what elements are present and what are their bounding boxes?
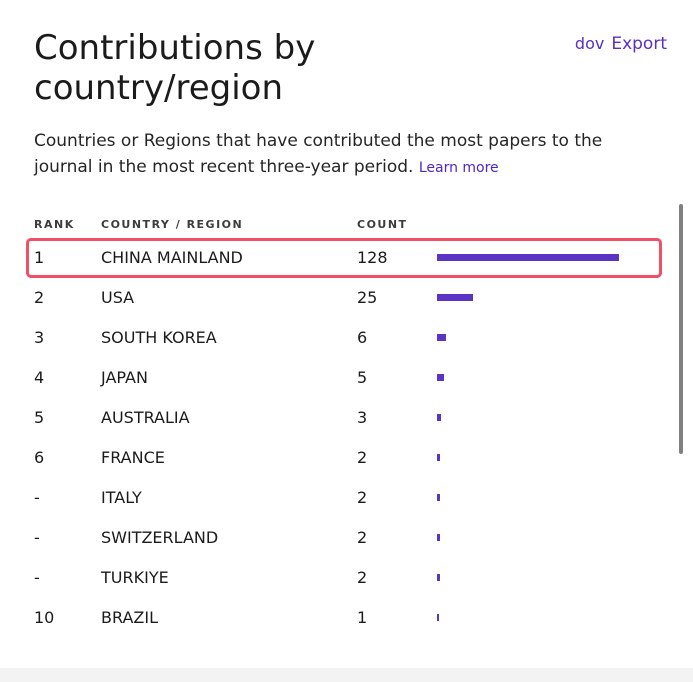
count-bar-cell bbox=[437, 528, 647, 548]
contributions-table: RANK COUNTRY / REGION COUNT 1 CHINA MAIN… bbox=[26, 210, 666, 640]
count-bar-cell bbox=[437, 328, 647, 348]
rank-cell: - bbox=[34, 568, 40, 587]
footer-band bbox=[0, 668, 693, 682]
table-header: RANK COUNTRY / REGION COUNT bbox=[26, 210, 666, 238]
count-bar bbox=[437, 614, 439, 621]
count-cell: 2 bbox=[357, 528, 368, 547]
count-cell: 2 bbox=[357, 448, 368, 467]
count-cell: 128 bbox=[357, 248, 388, 267]
rank-column-header: RANK bbox=[34, 217, 75, 231]
table-row[interactable]: 4 JAPAN 5 bbox=[26, 358, 666, 398]
count-bar bbox=[437, 254, 619, 261]
page-title: Contributions by country/region bbox=[34, 28, 316, 108]
country-cell: SWITZERLAND bbox=[101, 528, 219, 547]
table-row[interactable]: 1 CHINA MAINLAND 128 bbox=[26, 238, 662, 278]
rank-cell: 5 bbox=[34, 408, 45, 427]
count-cell: 6 bbox=[357, 328, 368, 347]
export-label: Export bbox=[611, 34, 667, 54]
rank-cell: 3 bbox=[34, 328, 45, 347]
count-cell: 3 bbox=[357, 408, 368, 427]
country-cell: SOUTH KOREA bbox=[101, 328, 217, 347]
description-body: Countries or Regions that have contribut… bbox=[34, 131, 603, 177]
country-cell: AUSTRALIA bbox=[101, 408, 190, 427]
rank-cell: 10 bbox=[34, 608, 55, 627]
country-cell: ITALY bbox=[101, 488, 142, 507]
country-cell: TURKIYE bbox=[101, 568, 169, 587]
table-row[interactable]: 2 USA 25 bbox=[26, 278, 666, 318]
table-row[interactable]: 6 FRANCE 2 bbox=[26, 438, 666, 478]
count-bar-cell bbox=[437, 568, 647, 588]
count-bar bbox=[437, 534, 440, 541]
country-cell: FRANCE bbox=[101, 448, 165, 467]
count-column-header: COUNT bbox=[357, 217, 408, 231]
count-bar bbox=[437, 414, 441, 421]
count-bar-cell bbox=[437, 608, 647, 628]
count-cell: 1 bbox=[357, 608, 368, 627]
count-bar-cell bbox=[437, 248, 647, 268]
table-row[interactable]: 10 BRAZIL 1 bbox=[26, 598, 666, 638]
table-body: 1 CHINA MAINLAND 128 2 USA 25 3 SOUTH KO… bbox=[26, 238, 666, 638]
count-bar bbox=[437, 574, 440, 581]
count-bar-cell bbox=[437, 448, 647, 468]
count-bar-cell bbox=[437, 368, 647, 388]
download-icon: dov bbox=[574, 34, 605, 53]
rank-cell: 1 bbox=[34, 248, 45, 267]
rank-cell: - bbox=[34, 528, 40, 547]
description-text: Countries or Regions that have contribut… bbox=[34, 128, 654, 181]
rank-cell: 6 bbox=[34, 448, 45, 467]
table-row[interactable]: 5 AUSTRALIA 3 bbox=[26, 398, 666, 438]
count-bar bbox=[437, 294, 473, 301]
rank-cell: 4 bbox=[34, 368, 45, 387]
rank-cell: 2 bbox=[34, 288, 45, 307]
table-row[interactable]: - ITALY 2 bbox=[26, 478, 666, 518]
count-cell: 2 bbox=[357, 488, 368, 507]
table-row[interactable]: - SWITZERLAND 2 bbox=[26, 518, 666, 558]
rank-cell: - bbox=[34, 488, 40, 507]
count-bar-cell bbox=[437, 488, 647, 508]
export-button[interactable]: dov Export bbox=[575, 34, 667, 54]
count-bar bbox=[437, 334, 446, 341]
count-bar bbox=[437, 374, 444, 381]
count-bar bbox=[437, 494, 440, 501]
country-cell: BRAZIL bbox=[101, 608, 158, 627]
country-cell: JAPAN bbox=[101, 368, 148, 387]
learn-more-link[interactable]: Learn more bbox=[418, 160, 499, 176]
count-bar-cell bbox=[437, 408, 647, 428]
country-column-header: COUNTRY / REGION bbox=[101, 217, 244, 231]
table-row[interactable]: - TURKIYE 2 bbox=[26, 558, 666, 598]
vertical-scrollbar[interactable] bbox=[679, 204, 683, 454]
count-cell: 2 bbox=[357, 568, 368, 587]
table-row[interactable]: 3 SOUTH KOREA 6 bbox=[26, 318, 666, 358]
country-cell: USA bbox=[101, 288, 135, 307]
country-cell: CHINA MAINLAND bbox=[101, 248, 243, 267]
count-bar bbox=[437, 454, 440, 461]
count-cell: 5 bbox=[357, 368, 368, 387]
count-cell: 25 bbox=[357, 288, 378, 307]
count-bar-cell bbox=[437, 288, 647, 308]
